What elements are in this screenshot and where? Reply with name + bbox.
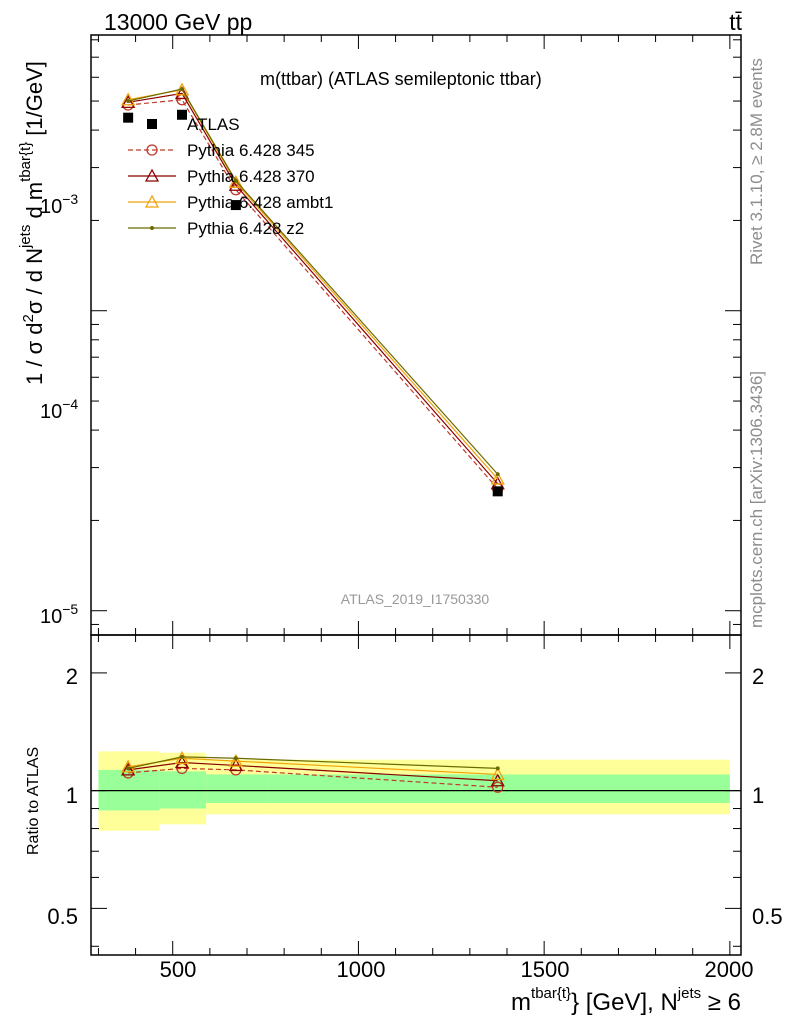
main-point-4-0 <box>126 99 131 104</box>
ratio-panel-frame <box>90 634 742 956</box>
main-line-1 <box>128 99 499 490</box>
main-point-4-3 <box>495 472 500 477</box>
ratio-point-2-2 <box>228 758 243 772</box>
legend-marker-3 <box>144 194 160 208</box>
main-point-3-3 <box>490 471 505 485</box>
energy-label: 13000 GeV pp <box>104 9 252 35</box>
ratio-axis-ticks <box>91 635 741 955</box>
ratio-point-4-3 <box>495 766 500 771</box>
xlabel: mtbar{t}} [GeV], Njets ≥ 6 <box>511 985 741 1016</box>
xtick-2000: 2000 <box>705 957 754 982</box>
plot-title: m(ttbar) (ATLAS semileptonic ttbar) <box>260 69 542 89</box>
ytick-1e-4: 10−4 <box>40 396 78 423</box>
main-line-2 <box>128 92 499 485</box>
ratio-point-2-1 <box>174 755 190 769</box>
data-point-2 <box>230 200 241 211</box>
legend-label-1: Pythia 6.428 345 <box>187 141 315 160</box>
ratio-point-3-0 <box>121 759 136 773</box>
legend: ATLAS Pythia 6.428 345 Pythia 6.428 370 Pyt… <box>128 115 333 238</box>
green-band-1 <box>159 771 207 809</box>
ratio-line-4 <box>128 756 498 769</box>
ytick-1e-5: 10−5 <box>40 601 78 628</box>
ratio-line-1 <box>128 767 498 788</box>
rivet-label: Rivet 3.1.10, ≥ 2.8M events <box>747 58 766 265</box>
main-series <box>121 82 505 497</box>
xtick-1000: 1000 <box>337 957 386 982</box>
legend-label-0: ATLAS <box>187 115 240 134</box>
data-point-0 <box>123 112 134 123</box>
ratio-ytick-0-5: 0.5 <box>47 904 78 929</box>
main-point-4-2 <box>233 178 238 183</box>
ratio-point-3-3 <box>490 767 505 781</box>
data-point-3 <box>492 486 503 497</box>
ratio-point-1-3 <box>492 781 504 793</box>
green-band-2 <box>206 774 268 803</box>
legend-marker-1 <box>146 144 158 156</box>
ytick-1e-3: 10−3 <box>40 191 78 218</box>
main-point-3-0 <box>121 92 136 106</box>
legend-label-3: Pythia 6.428 ambt1 <box>187 193 333 212</box>
ratio-line-2 <box>128 761 498 782</box>
ratio-ytick-2-right: 2 <box>752 664 764 689</box>
ratio-ytick-1: 1 <box>66 783 78 808</box>
legend-label-2: Pythia 6.428 370 <box>187 167 315 186</box>
ratio-point-4-0 <box>126 766 131 771</box>
legend-marker-2 <box>144 168 160 182</box>
xtick-1500: 1500 <box>521 957 570 982</box>
main-ylabel: 1 / σ d2σ / d Njets d mtbar{t} [1/GeV] <box>17 61 47 385</box>
green-band-3 <box>267 774 730 803</box>
ratio-ytick-2: 2 <box>66 664 78 689</box>
ratio-point-2-0 <box>121 762 136 776</box>
legend-marker-4 <box>150 226 154 230</box>
main-point-2-1 <box>174 86 190 100</box>
ratio-point-2-3 <box>490 773 505 787</box>
main-point-3-2 <box>228 174 243 188</box>
main-axis-ticks <box>91 35 741 635</box>
data-point-1 <box>177 109 187 120</box>
mcplots-label: mcplots.cern.ch [arXiv:1306.3436] <box>747 371 766 628</box>
ratio-ytick-1-right: 1 <box>752 783 764 808</box>
main-line-4 <box>128 88 499 475</box>
ratio-ylabel: Ratio to ATLAS <box>25 747 42 855</box>
process-label: tt̄ <box>729 9 742 35</box>
legend-label-4: Pythia 6.428 z2 <box>187 219 304 238</box>
analysis-id: ATLAS_2019_I1750330 <box>341 591 490 607</box>
ratio-point-3-2 <box>228 753 243 767</box>
ratio-point-4-1 <box>180 754 184 759</box>
legend-marker-0 <box>147 119 157 129</box>
ratio-ytick-0-5-right: 0.5 <box>752 904 783 929</box>
main-point-4-1 <box>180 87 184 92</box>
main-point-2-0 <box>121 94 136 108</box>
ratio-point-4-2 <box>233 756 238 761</box>
xtick-500: 500 <box>160 957 197 982</box>
ratio-series <box>121 750 505 793</box>
